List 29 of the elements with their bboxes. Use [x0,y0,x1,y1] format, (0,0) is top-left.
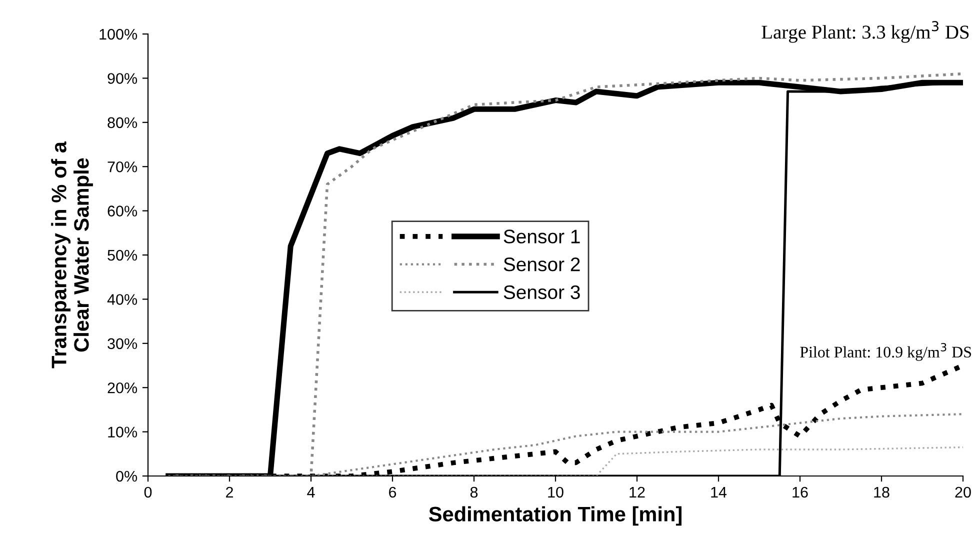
legend-label: Sensor 2 [504,258,580,272]
y-tick-label: 40% [107,294,138,305]
y-tick-label: 80% [108,117,138,128]
y-tick-label: 30% [108,338,138,350]
x-tick-label: 8 [470,486,478,498]
x-tick-label: 2 [226,486,233,498]
annotation: Large Plant: 3.3 kg/m$^{3}$ DS [762,21,969,43]
legend-label: Sensor 3 [504,285,580,300]
y-axis-title: Transparency in % of a Clear Water Sample [51,141,93,368]
y-tick-label: 50% [108,250,138,261]
y-tick-label: 0% [116,470,138,482]
x-tick-label: 12 [630,486,645,498]
x-axis-title: Sedimentation Time [min] [428,506,682,526]
y-tick-label: 10% [108,426,138,438]
y-tick-label: 70% [108,161,138,172]
y-tick-label: 90% [108,73,138,84]
annotation: Pilot Plant: 10.9 kg/m$^{3}$ DS [800,342,971,361]
x-tick-label: 16 [792,486,808,498]
y-tick-label: 60% [108,206,138,216]
x-tick-label: 20 [955,486,971,498]
x-tick-label: 6 [389,486,396,498]
x-tick-label: 10 [548,486,564,498]
x-tick-label: 18 [874,486,890,498]
x-tick-label: 0 [144,486,152,498]
x-tick-label: 14 [711,486,727,498]
y-tick-label: 100% [100,28,138,40]
x-tick-label: 4 [307,486,315,498]
y-tick-label: 20% [108,382,138,394]
legend-label: Sensor 1 [504,230,580,244]
